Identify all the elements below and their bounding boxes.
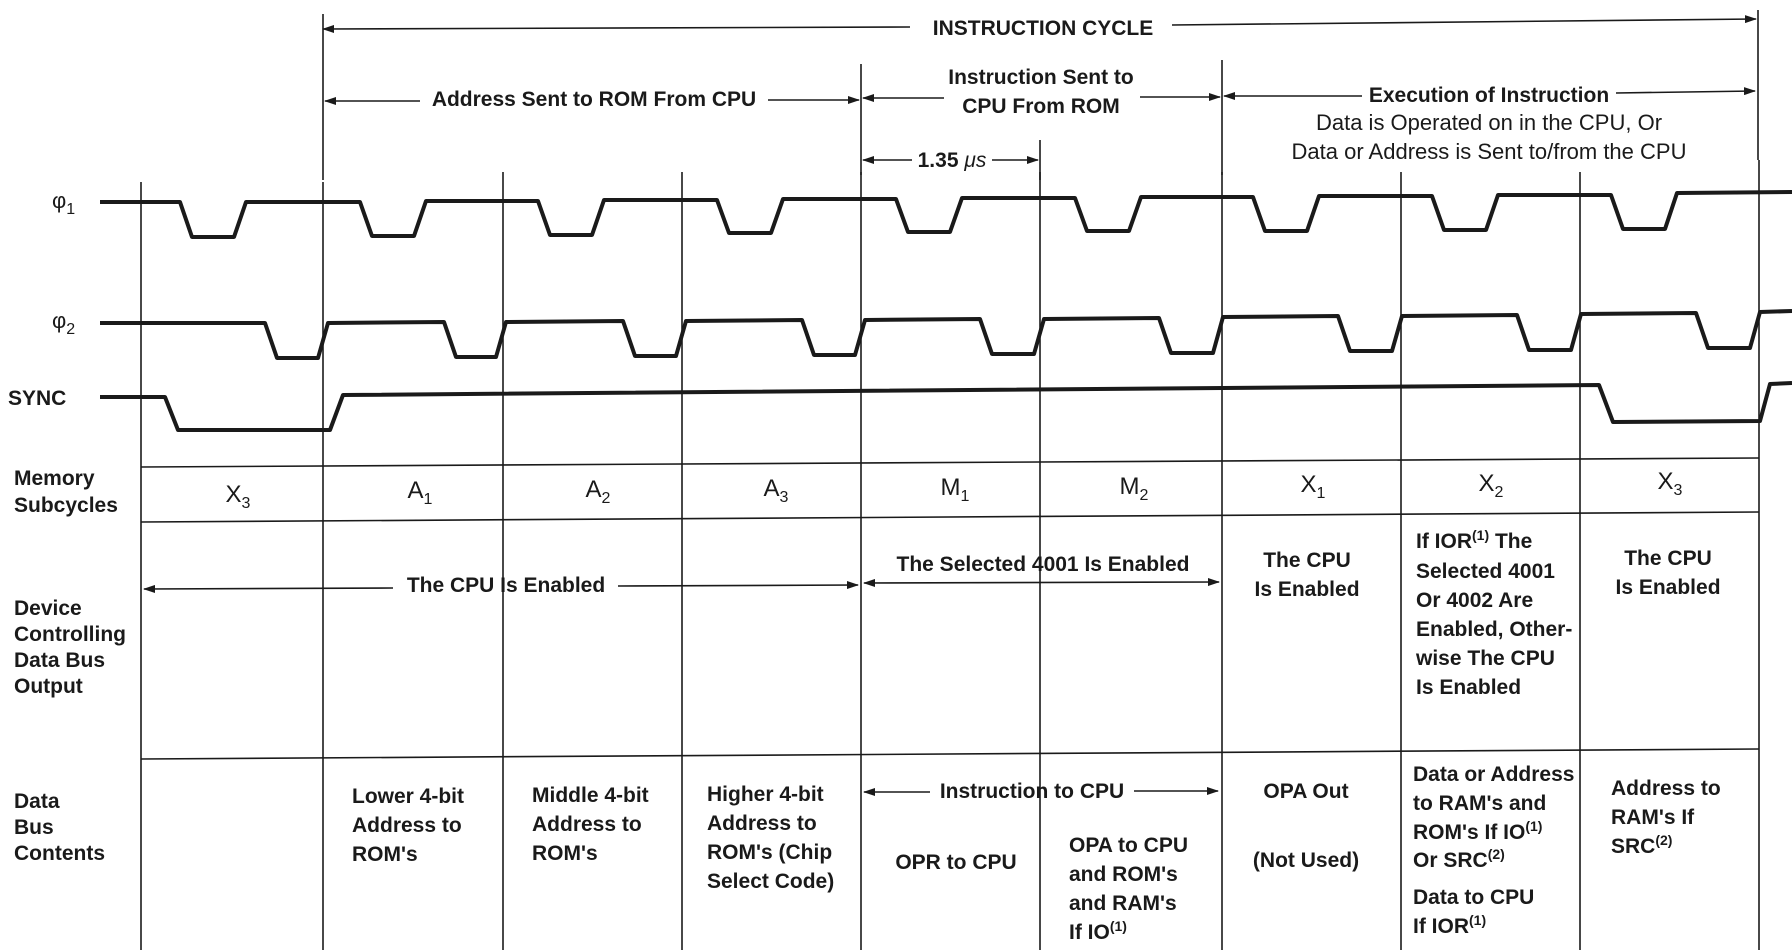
- device-controlling-label-2: Controlling: [14, 623, 126, 646]
- bus-x2-line-1: Data or Address: [1413, 763, 1574, 786]
- device-x2-line-1: If IOR(1) The: [1416, 527, 1532, 553]
- phi2-waveform: [100, 309, 1792, 360]
- subcycle-a1: A1: [408, 477, 433, 508]
- bus-x2-line-6: If IOR(1): [1413, 912, 1486, 938]
- subcycle-m2: M2: [1120, 473, 1149, 504]
- bus-a3-line-1: Higher 4-bit: [707, 783, 824, 806]
- bus-x1-line-1: OPA Out: [1263, 780, 1348, 803]
- bus-x3-line-2: RAM's If: [1611, 806, 1695, 829]
- device-x3-line-1: The CPU: [1624, 547, 1712, 570]
- data-bus-label-2: Bus: [14, 816, 54, 839]
- row-divider-mid: [140, 511, 1760, 523]
- subcycle-x3-first: X3: [226, 481, 251, 512]
- subcycle-a2: A2: [586, 476, 611, 507]
- device-x2-line-3: Or 4002 Are: [1416, 589, 1533, 612]
- bus-a2-line-3: ROM's: [532, 842, 598, 865]
- bus-a3-line-3: ROM's (Chip: [707, 841, 832, 864]
- instruction-cycle-arrow-left: [322, 24, 911, 33]
- instruction-sent-label-2: CPU From ROM: [962, 95, 1120, 118]
- rom-enabled-label: The Selected 4001 Is Enabled: [897, 553, 1190, 576]
- subcycle-x3-last: X3: [1658, 468, 1683, 499]
- rom-enabled-arrow: [863, 578, 1220, 587]
- subcycle-m1: M1: [941, 474, 970, 505]
- execution-label: Execution of Instruction: [1369, 84, 1609, 107]
- instruction-cycle-arrow-right: [1171, 15, 1757, 26]
- bus-a2-line-1: Middle 4-bit: [532, 784, 649, 807]
- cpu-enabled-arrow-right: [617, 581, 859, 590]
- memory-subcycles-label-1: Memory: [14, 467, 95, 490]
- bus-x3-line-1: Address to: [1611, 777, 1721, 800]
- bus-m2-line-1: OPA to CPU: [1069, 834, 1188, 857]
- bus-x2-line-4: Or SRC(2): [1413, 846, 1505, 872]
- sync-waveform: [100, 381, 1792, 432]
- execution-sub-2: Data or Address is Sent to/from the CPU: [1292, 139, 1687, 164]
- subcycle-a3: A3: [764, 475, 789, 506]
- execution-sub-1: Data is Operated on in the CPU, Or: [1316, 110, 1662, 135]
- phi1-label: φ1: [52, 188, 75, 218]
- device-x2-line-2: Selected 4001: [1416, 560, 1555, 583]
- bus-a3-line-2: Address to: [707, 812, 817, 835]
- bus-a2-line-2: Address to: [532, 813, 642, 836]
- bus-x2-line-3: ROM's If IO(1): [1413, 818, 1542, 844]
- device-x1-line-2: Is Enabled: [1254, 578, 1359, 601]
- instruction-cycle-label: INSTRUCTION CYCLE: [933, 17, 1154, 40]
- cpu-enabled-label: The CPU Is Enabled: [407, 574, 605, 597]
- data-bus-label-1: Data: [14, 790, 60, 813]
- bus-a3-line-4: Select Code): [707, 870, 834, 893]
- phi1-waveform: [100, 190, 1792, 239]
- execution-arrow-right: [1615, 87, 1756, 96]
- row-divider-bottom: [140, 748, 1760, 760]
- bus-m2-line-4: If IO(1): [1069, 918, 1127, 944]
- bus-m2-line-2: and ROM's: [1069, 863, 1178, 886]
- bus-x1-line-2: (Not Used): [1253, 849, 1359, 872]
- memory-subcycles-label-2: Subcycles: [14, 494, 118, 517]
- bus-x2-line-2: to RAM's and: [1413, 792, 1546, 815]
- cpu-enabled-arrow-left: [143, 584, 394, 593]
- device-controlling-label-4: Output: [14, 675, 83, 698]
- device-x1-line-1: The CPU: [1263, 549, 1351, 572]
- instr-to-cpu-label: Instruction to CPU: [940, 780, 1124, 803]
- subcycle-x2: X2: [1479, 470, 1504, 501]
- bus-a1-line-3: ROM's: [352, 843, 418, 866]
- sync-label: SYNC: [8, 387, 66, 410]
- row-divider-top: [140, 457, 1760, 468]
- address-sent-label: Address Sent to ROM From CPU: [432, 88, 756, 111]
- bus-x2-line-5: Data to CPU: [1413, 886, 1534, 909]
- device-x2-line-6: Is Enabled: [1416, 676, 1521, 699]
- device-x2-line-4: Enabled, Other-: [1416, 618, 1572, 641]
- bus-a1-line-1: Lower 4-bit: [352, 785, 464, 808]
- data-bus-label-3: Contents: [14, 842, 105, 865]
- device-x3-line-2: Is Enabled: [1615, 576, 1720, 599]
- bus-m2-line-3: and RAM's: [1069, 892, 1177, 915]
- device-controlling-label-1: Device: [14, 597, 82, 620]
- device-controlling-label-3: Data Bus: [14, 649, 105, 672]
- bus-x3-line-3: SRC(2): [1611, 832, 1672, 858]
- instruction-sent-label-1: Instruction Sent to: [948, 66, 1134, 89]
- device-x2-line-5: wise The CPU: [1415, 647, 1555, 670]
- phi2-label: φ2: [52, 308, 75, 338]
- period-label: 1.35 μs: [918, 149, 987, 172]
- bus-m1-label: OPR to CPU: [895, 851, 1016, 874]
- subcycle-x1: X1: [1301, 471, 1326, 502]
- bus-a1-line-2: Address to: [352, 814, 462, 837]
